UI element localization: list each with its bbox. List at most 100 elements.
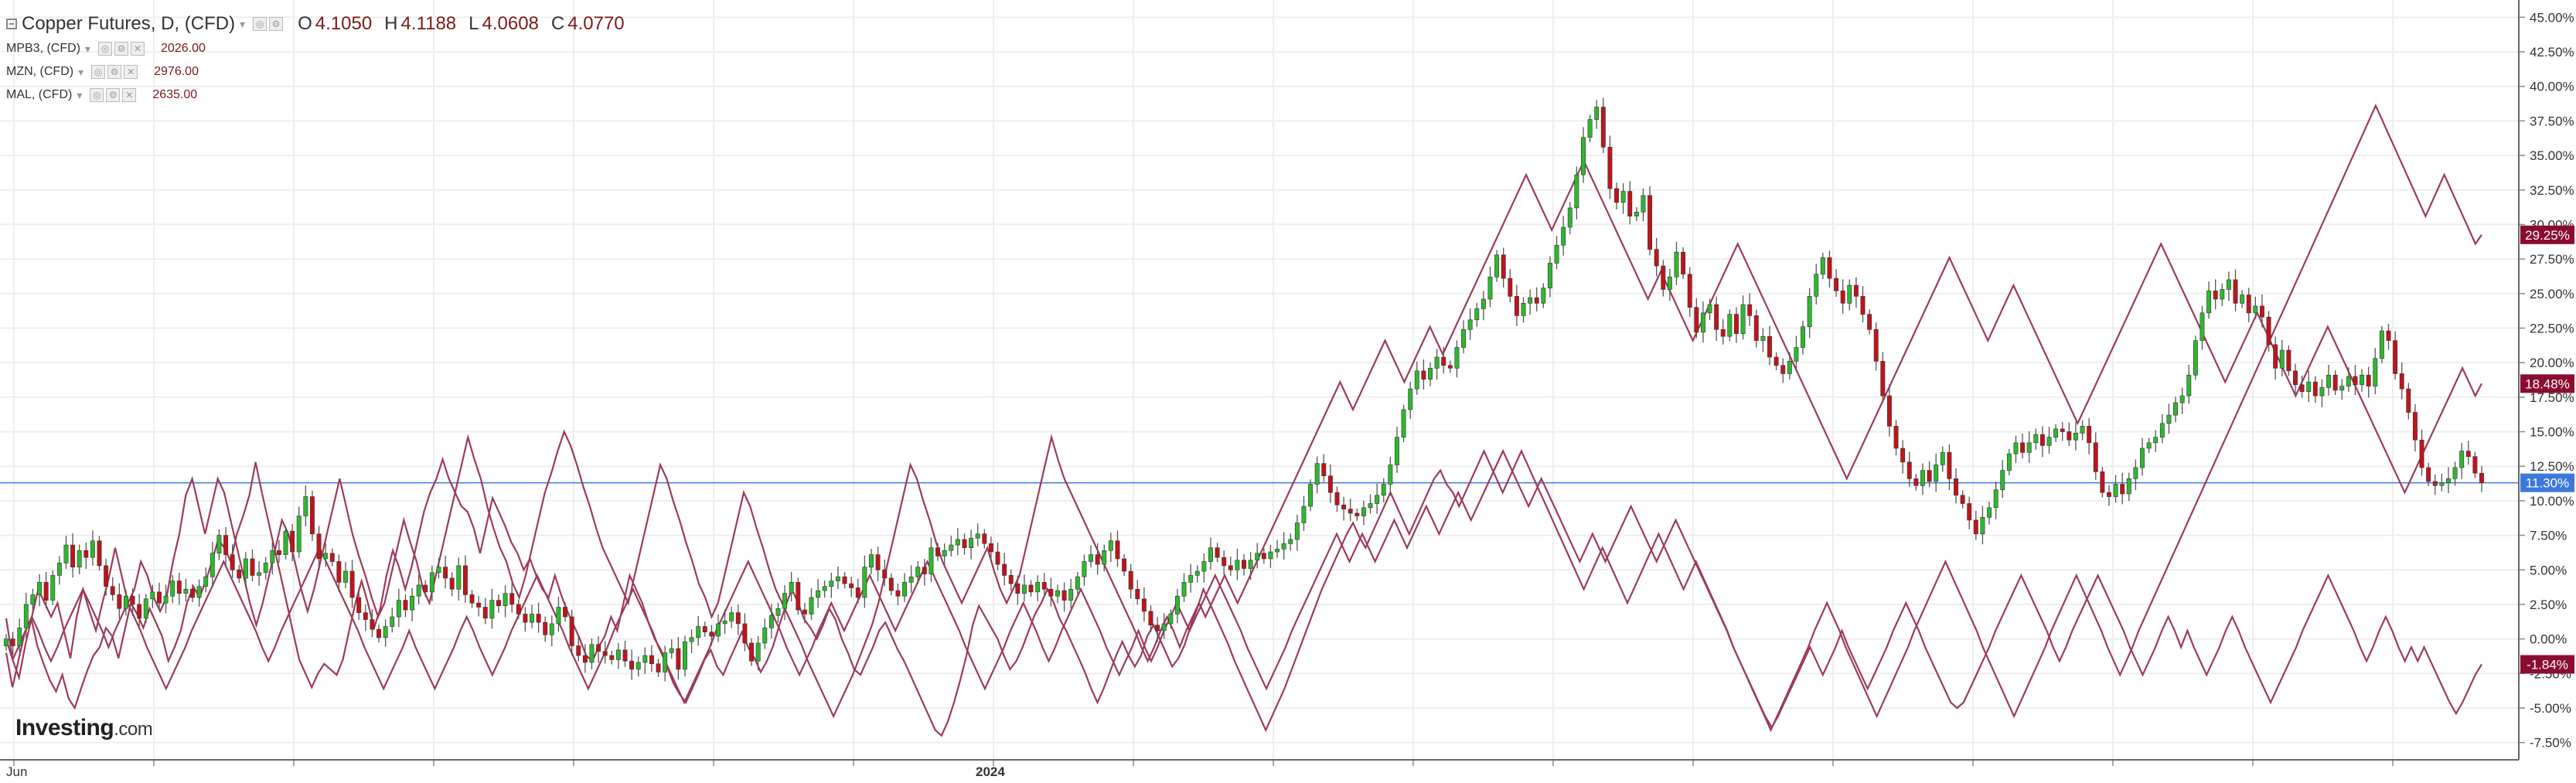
- candle-body: [290, 530, 295, 553]
- ohlc-close-key: C: [550, 13, 565, 34]
- candle-body: [1661, 265, 1666, 290]
- chevron-down-icon[interactable]: ▾: [78, 65, 84, 78]
- visibility-icon[interactable]: ◎: [98, 42, 113, 56]
- candle-body: [336, 561, 342, 583]
- y-tick-label: 15.00%: [2530, 425, 2574, 440]
- candle-body: [696, 626, 701, 638]
- candle-body: [303, 496, 308, 516]
- y-tick-label: 37.50%: [2530, 114, 2574, 128]
- candle-body: [150, 591, 155, 600]
- candle-body: [1727, 314, 1733, 337]
- candle-body: [2020, 442, 2026, 453]
- candle-body: [462, 565, 468, 595]
- candle-body: [2166, 414, 2172, 424]
- candle-body: [1041, 582, 1047, 590]
- candle-body: [1235, 560, 1240, 570]
- candle-body: [1408, 388, 1413, 410]
- ohlc-open-key: O: [298, 13, 312, 34]
- settings-icon[interactable]: ⚙: [106, 88, 121, 102]
- candle-body: [309, 496, 315, 535]
- candle-body: [2107, 492, 2111, 497]
- candle-body: [349, 570, 355, 598]
- candle-body: [1494, 254, 1500, 277]
- candle-body: [2186, 374, 2192, 397]
- candle-body: [183, 588, 189, 594]
- comparison-symbol[interactable]: MZN, (CFD): [6, 65, 74, 78]
- y-tick-label: 25.00%: [2530, 287, 2574, 301]
- candle-body: [1068, 588, 1074, 601]
- candle-body: [942, 550, 947, 557]
- candle-body: [170, 580, 175, 597]
- candle-body: [243, 558, 248, 579]
- close-icon[interactable]: ✕: [131, 42, 145, 56]
- candle-body: [1840, 290, 1845, 304]
- ohlc-high-key: H: [384, 13, 398, 34]
- candle-body: [216, 535, 222, 554]
- candle-body: [1880, 361, 1886, 397]
- candle-body: [649, 655, 654, 665]
- candle-body: [176, 580, 182, 594]
- comparison-value: 2635.00: [152, 88, 198, 101]
- candle-body: [250, 558, 255, 576]
- candle-body: [895, 590, 901, 597]
- candle-body: [1015, 583, 1021, 594]
- candle-body: [569, 616, 574, 646]
- candle-body: [1820, 257, 1825, 275]
- last-value-badges: 29.25% 18.48% 11.30% -1.84%: [2520, 225, 2574, 674]
- candle-body: [56, 563, 62, 576]
- visibility-icon[interactable]: ◎: [91, 65, 106, 79]
- candle-body: [210, 553, 215, 577]
- comparison-symbol[interactable]: MAL, (CFD): [6, 88, 73, 101]
- settings-icon[interactable]: ⚙: [269, 17, 284, 31]
- candle-body: [842, 576, 847, 584]
- chevron-down-icon[interactable]: ▾: [77, 88, 83, 101]
- series-line: [5, 448, 2482, 730]
- y-tick-label: 45.00%: [2530, 10, 2574, 25]
- candle-body: [615, 649, 621, 660]
- instrument-title[interactable]: Copper Futures, D, (CFD): [22, 13, 236, 34]
- candle-body: [2159, 423, 2165, 437]
- candle-body: [2465, 451, 2471, 457]
- series-line: [5, 104, 2482, 737]
- visibility-icon[interactable]: ◎: [90, 88, 104, 102]
- visibility-icon[interactable]: ◎: [253, 17, 267, 31]
- close-icon[interactable]: ✕: [124, 65, 138, 79]
- candle-body: [816, 590, 821, 598]
- candle-body: [683, 641, 687, 670]
- candle-body: [2279, 349, 2285, 369]
- candle-body: [1115, 540, 1120, 560]
- settings-icon[interactable]: ⚙: [114, 42, 129, 56]
- candle-body: [396, 600, 401, 618]
- candle-body: [1467, 319, 1473, 330]
- candle-body: [2226, 279, 2231, 290]
- candle-body: [1454, 347, 1460, 369]
- candle-body: [1561, 226, 1566, 246]
- candle-body: [443, 567, 448, 579]
- candle-body: [2479, 472, 2484, 483]
- candle-body: [1248, 560, 1253, 569]
- candle-body: [23, 604, 29, 628]
- settings-icon[interactable]: ⚙: [107, 65, 122, 79]
- candle-body: [1567, 207, 1573, 228]
- candle-body: [829, 580, 834, 587]
- candle-body: [410, 595, 415, 611]
- candle-body: [37, 582, 42, 595]
- candle-body: [1294, 523, 1300, 540]
- candle-body: [2093, 442, 2098, 472]
- main-instrument-legend: Copper Futures, D, (CFD) ▾ ◎ ⚙ O 4.1050 H…: [6, 11, 625, 37]
- candle-body: [1886, 395, 1892, 427]
- candle-body: [1627, 191, 1633, 217]
- candle-body: [1161, 623, 1167, 632]
- candle-body: [2053, 428, 2059, 437]
- candle-body: [1314, 463, 1320, 485]
- chevron-down-icon[interactable]: ▾: [85, 42, 91, 55]
- candle-body: [1514, 296, 1519, 316]
- comparison-symbol[interactable]: MPB3, (CFD): [6, 42, 80, 55]
- candle-body: [10, 638, 15, 646]
- close-icon[interactable]: ✕: [122, 88, 137, 102]
- collapse-icon[interactable]: [6, 19, 17, 29]
- candle-body: [1341, 504, 1347, 509]
- chevron-down-icon[interactable]: ▾: [240, 17, 246, 30]
- candle-body: [1534, 297, 1539, 304]
